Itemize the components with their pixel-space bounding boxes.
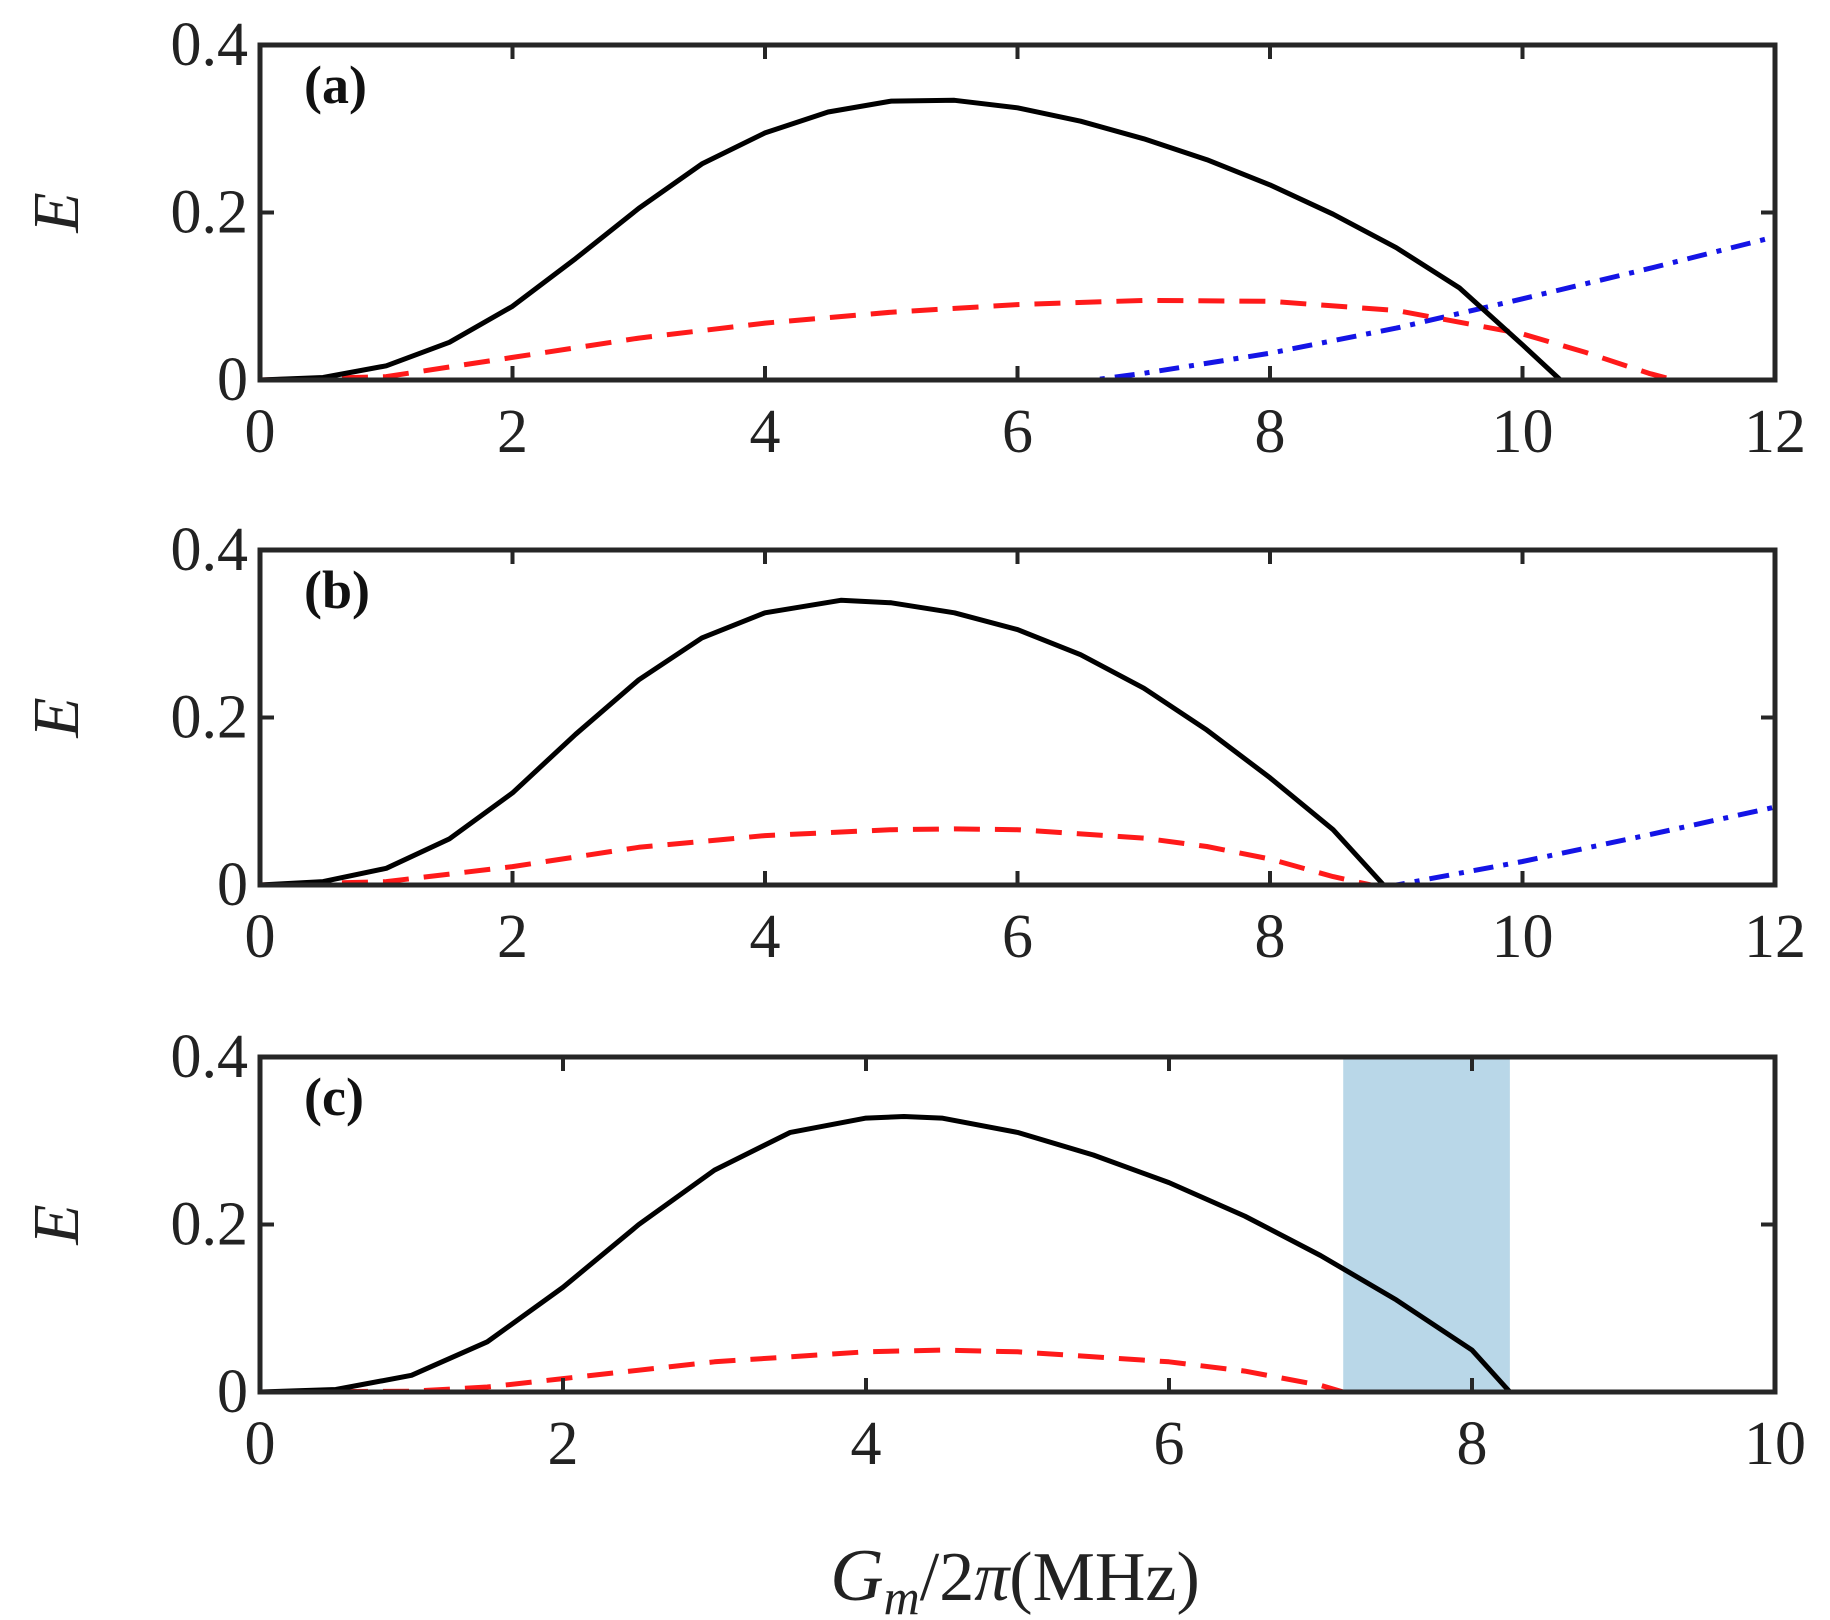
x-tick-label: 2 [497,903,528,971]
plot-area [260,1057,1775,1392]
x-axis-label-divider: /2 [920,1539,974,1616]
x-axis-label-pi: π [974,1539,1011,1616]
x-tick-label: 4 [851,1410,882,1478]
series-line-red-dashed [259,297,1775,383]
y-axis-label: E [20,1204,93,1245]
y-axis-label: E [20,697,93,738]
series-line-black-solid [259,1114,1775,1395]
y-tick-label: 0.2 [171,1191,249,1259]
series-line-black-solid [259,97,1775,383]
panel-label: (b) [304,560,370,620]
panel-label: (a) [304,55,367,115]
series-line-red-dashed [259,826,1775,888]
x-tick-label: 12 [1744,903,1806,971]
x-tick-label: 2 [497,398,528,466]
panel-c: 0 2 4 6 8 10 0 0.2 0.4 E (c) [20,1023,1806,1478]
x-axis-label-subscript: m [884,1569,920,1620]
x-tick-label: 6 [1154,1410,1185,1478]
panel-label: (c) [304,1067,364,1127]
x-tick-label: 10 [1492,398,1554,466]
x-tick-label: 8 [1255,398,1286,466]
y-tick-label: 0.4 [171,11,249,79]
x-axis-label: Gm/2π(MHz) [830,1535,1200,1620]
x-tick-label: 8 [1255,903,1286,971]
y-tick-label: 0 [217,851,248,919]
y-tick-label: 0.2 [171,179,249,247]
series-line-black-solid [259,597,1775,888]
y-tick-label: 0 [217,346,248,414]
y-axis-label: E [20,192,93,233]
x-tick-label: 8 [1457,1410,1488,1478]
x-tick-label: 6 [1002,903,1033,971]
x-tick-label: 12 [1744,398,1806,466]
x-tick-label: 10 [1492,903,1554,971]
series-line-red-dashed [259,1347,1775,1395]
x-tick-label: 4 [750,398,781,466]
y-tick-label: 0 [217,1358,248,1426]
x-tick-label: 0 [245,1410,276,1478]
x-tick-label: 0 [245,903,276,971]
panel-a: 0 2 4 6 8 10 12 0 0.2 0.4 E (a) [20,11,1806,466]
shaded-band [1343,1057,1510,1392]
x-axis-label-unit: (MHz) [1009,1539,1199,1616]
y-tick-label: 0.2 [171,684,249,752]
x-tick-label: 4 [750,903,781,971]
panel-b: 0 2 4 6 8 10 12 0 0.2 0.4 E (b) [20,516,1806,971]
y-tick-label: 0.4 [171,516,249,584]
x-tick-label: 6 [1002,398,1033,466]
series-line-blue-dashdot [260,804,1776,888]
plot-area [260,45,1775,380]
x-tick-label: 0 [245,398,276,466]
y-tick-label: 0.4 [171,1023,249,1091]
x-tick-label: 2 [548,1410,579,1478]
x-axis-label-symbol: G [830,1535,883,1617]
plot-area [260,550,1775,885]
x-tick-label: 10 [1744,1410,1806,1478]
